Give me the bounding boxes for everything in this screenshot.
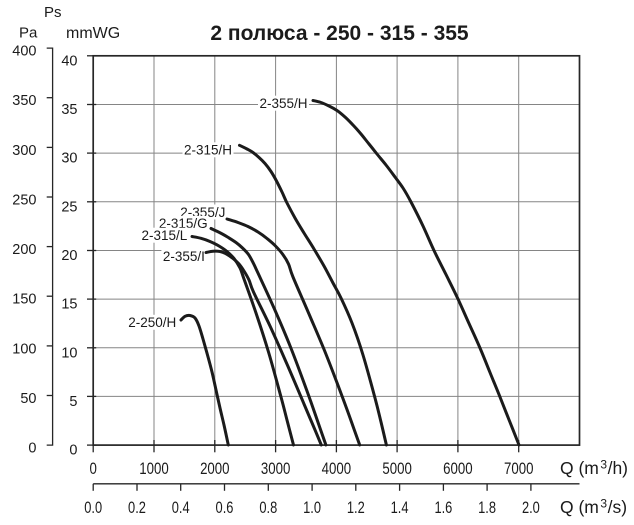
svg-text:Pa: Pa [19, 25, 38, 42]
svg-text:6000: 6000 [443, 460, 472, 479]
svg-text:30: 30 [61, 151, 77, 167]
svg-text:2-355/I: 2-355/I [163, 249, 205, 264]
svg-text:2-250/H: 2-250/H [128, 315, 176, 330]
svg-text:400: 400 [12, 44, 36, 60]
svg-text:2-315/H: 2-315/H [184, 143, 232, 158]
svg-text:Q (m3/s): Q (m 3/s) [560, 497, 627, 518]
svg-text:10: 10 [61, 345, 77, 361]
svg-text:15: 15 [61, 297, 77, 313]
svg-text:4000: 4000 [322, 460, 351, 479]
svg-text:1.6: 1.6 [434, 500, 452, 518]
svg-text:5000: 5000 [382, 460, 411, 479]
svg-text:7000: 7000 [504, 460, 533, 479]
svg-text:0.8: 0.8 [259, 500, 277, 518]
svg-text:1.4: 1.4 [391, 500, 409, 518]
svg-text:350: 350 [12, 93, 36, 109]
svg-text:Q (m3/h): Q (m 3/h) [560, 458, 628, 479]
svg-text:40: 40 [61, 53, 77, 69]
svg-text:2-355/H: 2-355/H [260, 96, 308, 111]
svg-text:250: 250 [12, 193, 36, 209]
svg-text:1.0: 1.0 [303, 500, 321, 518]
svg-text:1000: 1000 [139, 460, 168, 479]
svg-text:0.4: 0.4 [172, 500, 190, 518]
svg-text:50: 50 [20, 391, 36, 407]
svg-text:25: 25 [61, 199, 77, 215]
svg-text:mmWG: mmWG [66, 25, 120, 42]
svg-text:0: 0 [69, 443, 77, 459]
svg-text:150: 150 [12, 292, 36, 308]
svg-text:0.0: 0.0 [84, 500, 102, 518]
svg-text:2-315/L: 2-315/L [142, 228, 188, 243]
svg-text:1.2: 1.2 [347, 500, 365, 518]
svg-text:0: 0 [28, 441, 36, 457]
svg-text:0.2: 0.2 [128, 500, 146, 518]
svg-text:2000: 2000 [200, 460, 229, 479]
svg-text:200: 200 [12, 242, 36, 258]
svg-text:2 полюса - 250 - 315 - 355: 2 полюса - 250 - 315 - 355 [210, 22, 469, 45]
svg-text:5: 5 [69, 394, 77, 410]
svg-text:300: 300 [12, 143, 36, 159]
svg-text:100: 100 [12, 341, 36, 357]
svg-text:3000: 3000 [261, 460, 290, 479]
svg-text:20: 20 [61, 248, 77, 264]
svg-text:0.6: 0.6 [216, 500, 234, 518]
svg-text:1.8: 1.8 [478, 500, 496, 518]
svg-text:Ps: Ps [44, 4, 62, 21]
svg-text:2.0: 2.0 [522, 500, 540, 518]
svg-text:35: 35 [61, 102, 77, 118]
svg-text:2-315/G: 2-315/G [159, 216, 208, 231]
svg-text:0: 0 [90, 460, 97, 479]
